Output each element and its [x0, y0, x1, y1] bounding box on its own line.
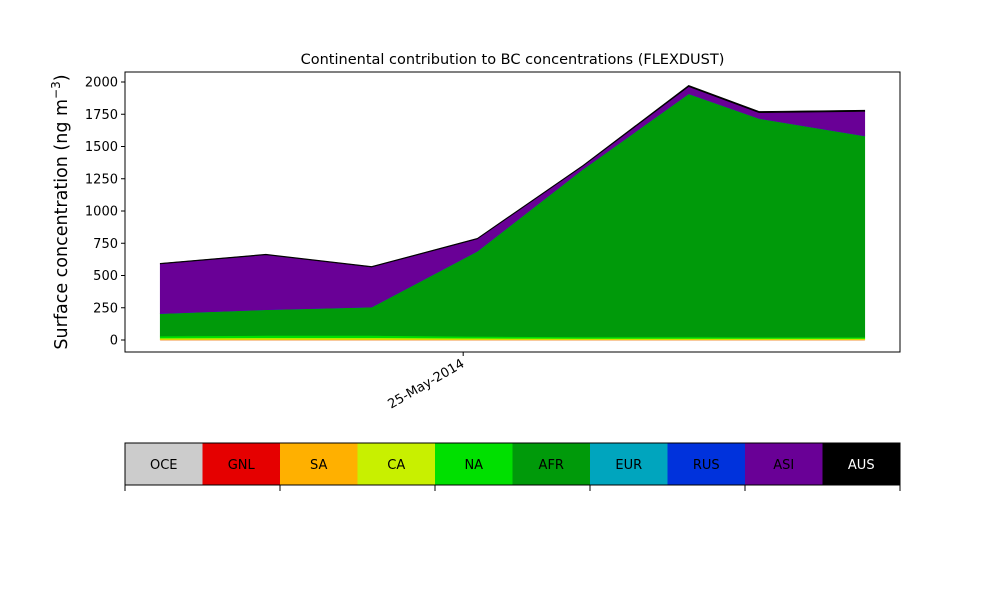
- legend-swatch-sa: [280, 443, 358, 485]
- y-axis-label: Surface concentration (ng m−3): [49, 74, 72, 349]
- y-tick-label: 500: [93, 269, 118, 284]
- legend-swatch-eur: [590, 443, 668, 485]
- legend-label-rus: RUS: [693, 458, 720, 473]
- legend-label-gnl: GNL: [228, 458, 256, 473]
- y-tick-label: 0: [110, 334, 118, 349]
- legend-frame: [124, 442, 901, 486]
- legend-label-aus: AUS: [848, 458, 875, 473]
- legend-swatch-na: [435, 443, 513, 485]
- x-tick-label: 25-May-2014: [386, 356, 468, 412]
- legend-label-afr: AFR: [539, 458, 564, 473]
- legend-swatch-rus: [667, 443, 746, 485]
- x-axis: 25-May-2014: [386, 352, 468, 412]
- y-tick-label: 1750: [85, 108, 118, 123]
- legend-label-asi: ASI: [773, 458, 794, 473]
- legend-swatch-aus: [822, 443, 901, 485]
- y-tick-label: 1000: [85, 205, 118, 220]
- plot-frame: [124, 71, 901, 353]
- chart-title: Continental contribution to BC concentra…: [301, 52, 725, 68]
- legend-swatch-ca: [357, 443, 436, 485]
- legend-label-sa: SA: [310, 458, 327, 473]
- y-axis-label-superscript: −3: [49, 81, 63, 99]
- legend-swatch-afr: [512, 443, 591, 485]
- y-tick-label: 2000: [85, 76, 118, 91]
- legend-label-ca: CA: [387, 458, 405, 473]
- legend-swatch-gnl: [202, 443, 281, 485]
- y-tick-label: 750: [93, 237, 118, 252]
- area-series-aus: [159, 85, 866, 268]
- legend-swatch-oce: [125, 443, 203, 485]
- y-axis-label-main: Surface concentration (ng m: [52, 99, 72, 350]
- legend-label-na: NA: [464, 458, 483, 473]
- legend-colorbar: OCE GNL SA CA NA AFR EUR RUS ASI AUS: [124, 442, 901, 491]
- legend-label-oce: OCE: [150, 458, 178, 473]
- y-axis: 0 250 500 750 1000 1250 1500 1750 2000: [85, 76, 125, 349]
- y-tick-label: 1250: [85, 172, 118, 187]
- y-axis-label-close: ): [52, 74, 72, 81]
- legend-label-eur: EUR: [615, 458, 642, 473]
- y-tick-label: 1500: [85, 140, 118, 155]
- y-tick-label: 250: [93, 301, 118, 316]
- legend-swatch-asi: [745, 443, 823, 485]
- plot-area: [159, 85, 866, 341]
